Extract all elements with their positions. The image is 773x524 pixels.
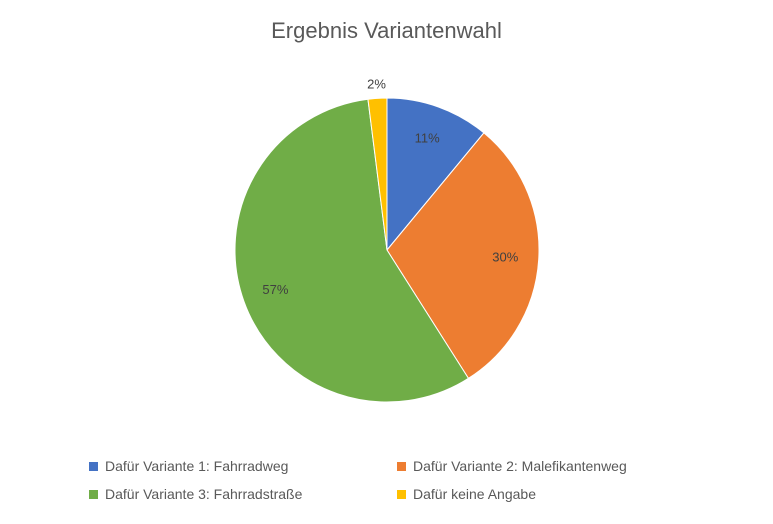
slice-label-no-answer: 2% <box>367 76 386 91</box>
slice-label-variant-2: 30% <box>492 249 518 264</box>
legend-label-variant-3: Dafür Variante 3: Fahrradstraße <box>105 486 303 502</box>
chart-title: Ergebnis Variantenwahl <box>271 18 502 43</box>
legend-item-no-answer: Dafür keine Angabe <box>397 486 536 502</box>
legend-label-variant-2: Dafür Variante 2: Malefikantenweg <box>413 458 627 474</box>
slice-variant-3 <box>234 98 470 403</box>
legend-label-no-answer: Dafür keine Angabe <box>413 486 536 502</box>
slice-label-variant-3: 57% <box>262 282 288 297</box>
legend-swatch-no-answer <box>397 489 406 499</box>
legend-swatch-variant-2 <box>397 461 406 471</box>
legend-swatch-variant-3 <box>89 489 98 499</box>
legend-item-variant-3: Dafür Variante 3: Fahrradstraße <box>89 486 302 502</box>
slice-variant-1 <box>386 97 485 252</box>
slice-label-variant-1: 11% <box>415 130 440 145</box>
slice-variant-2 <box>386 132 540 380</box>
legend-item-variant-2: Dafür Variante 2: Malefikantenweg <box>397 458 627 474</box>
legend-label-variant-1: Dafür Variante 1: Fahrradweg <box>105 458 289 474</box>
legend-item-variant-1: Dafür Variante 1: Fahrradweg <box>89 458 288 474</box>
slice-no-answer <box>367 97 388 251</box>
legend-swatch-variant-1 <box>89 461 98 471</box>
